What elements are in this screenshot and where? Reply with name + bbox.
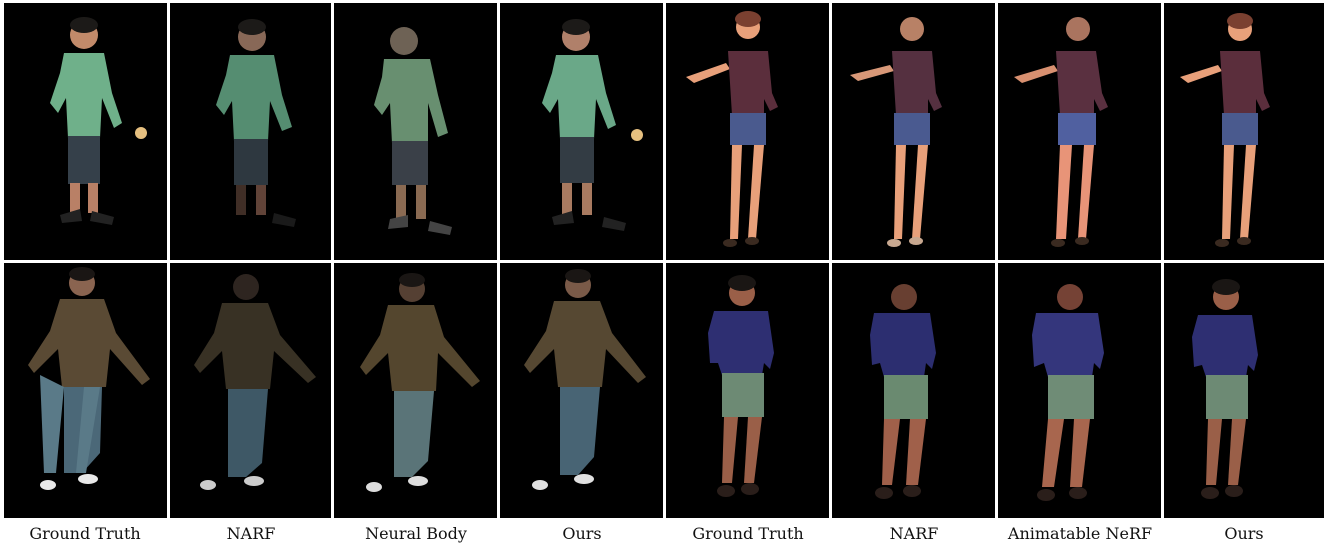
caption-col-1: Ground Truth [29,524,141,543]
caption-col-3: Neural Body [365,524,467,543]
panel-r2-c7-animatable-nerf [998,263,1161,518]
panel-r1-c4-ours [500,3,663,260]
panel-r1-c1-ground-truth [4,3,167,260]
person-maroon-top [850,17,942,247]
panel-r2-c3-neural-body [334,263,497,518]
person-green-shirt [374,27,452,235]
person-maroon-top [686,11,778,247]
caption-col-8: Ours [1224,524,1264,543]
caption-col-5: Ground Truth [692,524,804,543]
panel-r2-c8-ours [1164,263,1324,518]
panel-r1-c7-animatable-nerf [998,3,1161,260]
panel-r1-c6-narf [832,3,995,260]
panel-r1-c2-narf [170,3,331,260]
caption-col-6: NARF [889,524,939,543]
panel-r1-c5-ground-truth [666,3,829,260]
person-maroon-top [1180,13,1270,247]
person-navy-shirt [870,284,936,499]
person-maroon-top [1014,17,1108,247]
person-olive-jacket [28,267,150,490]
person-olive-jacket [360,273,480,492]
panel-r1-c3-neural-body [334,3,497,260]
person-green-shirt [216,19,296,227]
caption-col-2: NARF [226,524,276,543]
person-navy-shirt [1192,279,1258,499]
caption-col-7: Animatable NeRF [1007,524,1153,543]
person-navy-shirt [708,275,774,497]
person-olive-jacket [194,274,316,490]
person-olive-jacket [524,269,646,490]
person-navy-shirt [1032,284,1104,501]
panel-r2-c6-narf [832,263,995,518]
panel-r2-c1-ground-truth [4,263,167,518]
person-green-shirt [542,19,643,231]
panel-r2-c4-ours [500,263,663,518]
panel-r2-c2-narf [170,263,331,518]
panel-r2-c5-ground-truth [666,263,829,518]
panel-r1-c8-ours [1164,3,1324,260]
person-green-shirt [50,17,147,225]
caption-col-4: Ours [562,524,602,543]
